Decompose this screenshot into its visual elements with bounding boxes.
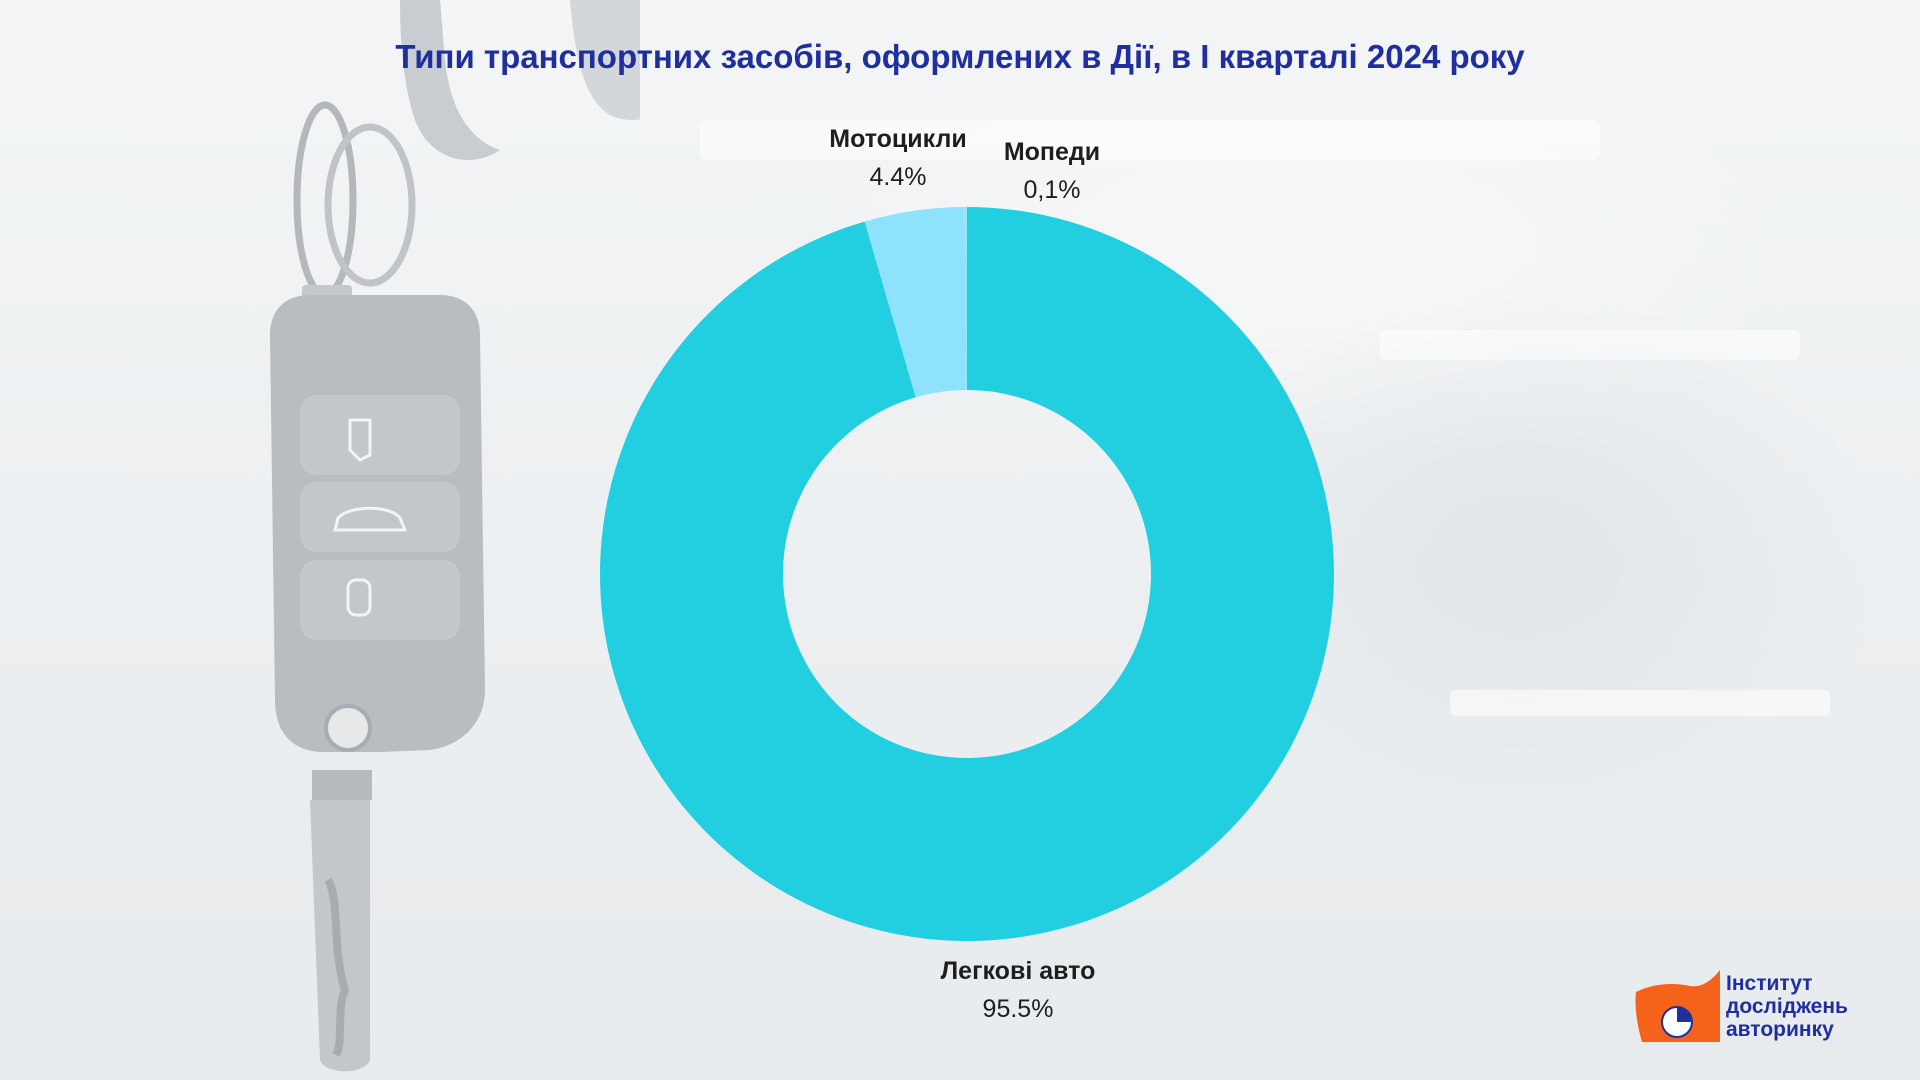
- slice-label-1: Мотоцикли: [829, 125, 966, 153]
- slice-label-0: Мопеди: [1004, 138, 1100, 166]
- pie-slice-0: [964, 207, 967, 391]
- slice-value-0: 0,1%: [1024, 176, 1081, 204]
- institute-logo: Інститут досліджень авторинку: [1632, 968, 1892, 1048]
- background-blur-shape: [1380, 330, 1800, 360]
- logo-mark-icon: [1635, 970, 1720, 1042]
- background-blur-shape: [700, 120, 1600, 160]
- slice-label-2: Легкові авто: [941, 957, 1096, 985]
- pie-slice-2: [599, 207, 1334, 941]
- logo-text: Інститут досліджень авторинку: [1726, 972, 1896, 1041]
- car-key-fob-icon: [270, 0, 640, 1072]
- slice-value-2: 95.5%: [983, 995, 1054, 1023]
- background-blur-shape: [1450, 690, 1830, 716]
- logo-line: досліджень: [1726, 995, 1848, 1018]
- slice-value-1: 4.4%: [870, 163, 927, 191]
- logo-line: Інститут: [1726, 972, 1813, 995]
- logo-line: авторинку: [1726, 1018, 1834, 1041]
- chart-title: Типи транспортних засобів, оформлених в …: [395, 38, 1525, 75]
- pie-slice-1: [864, 207, 966, 398]
